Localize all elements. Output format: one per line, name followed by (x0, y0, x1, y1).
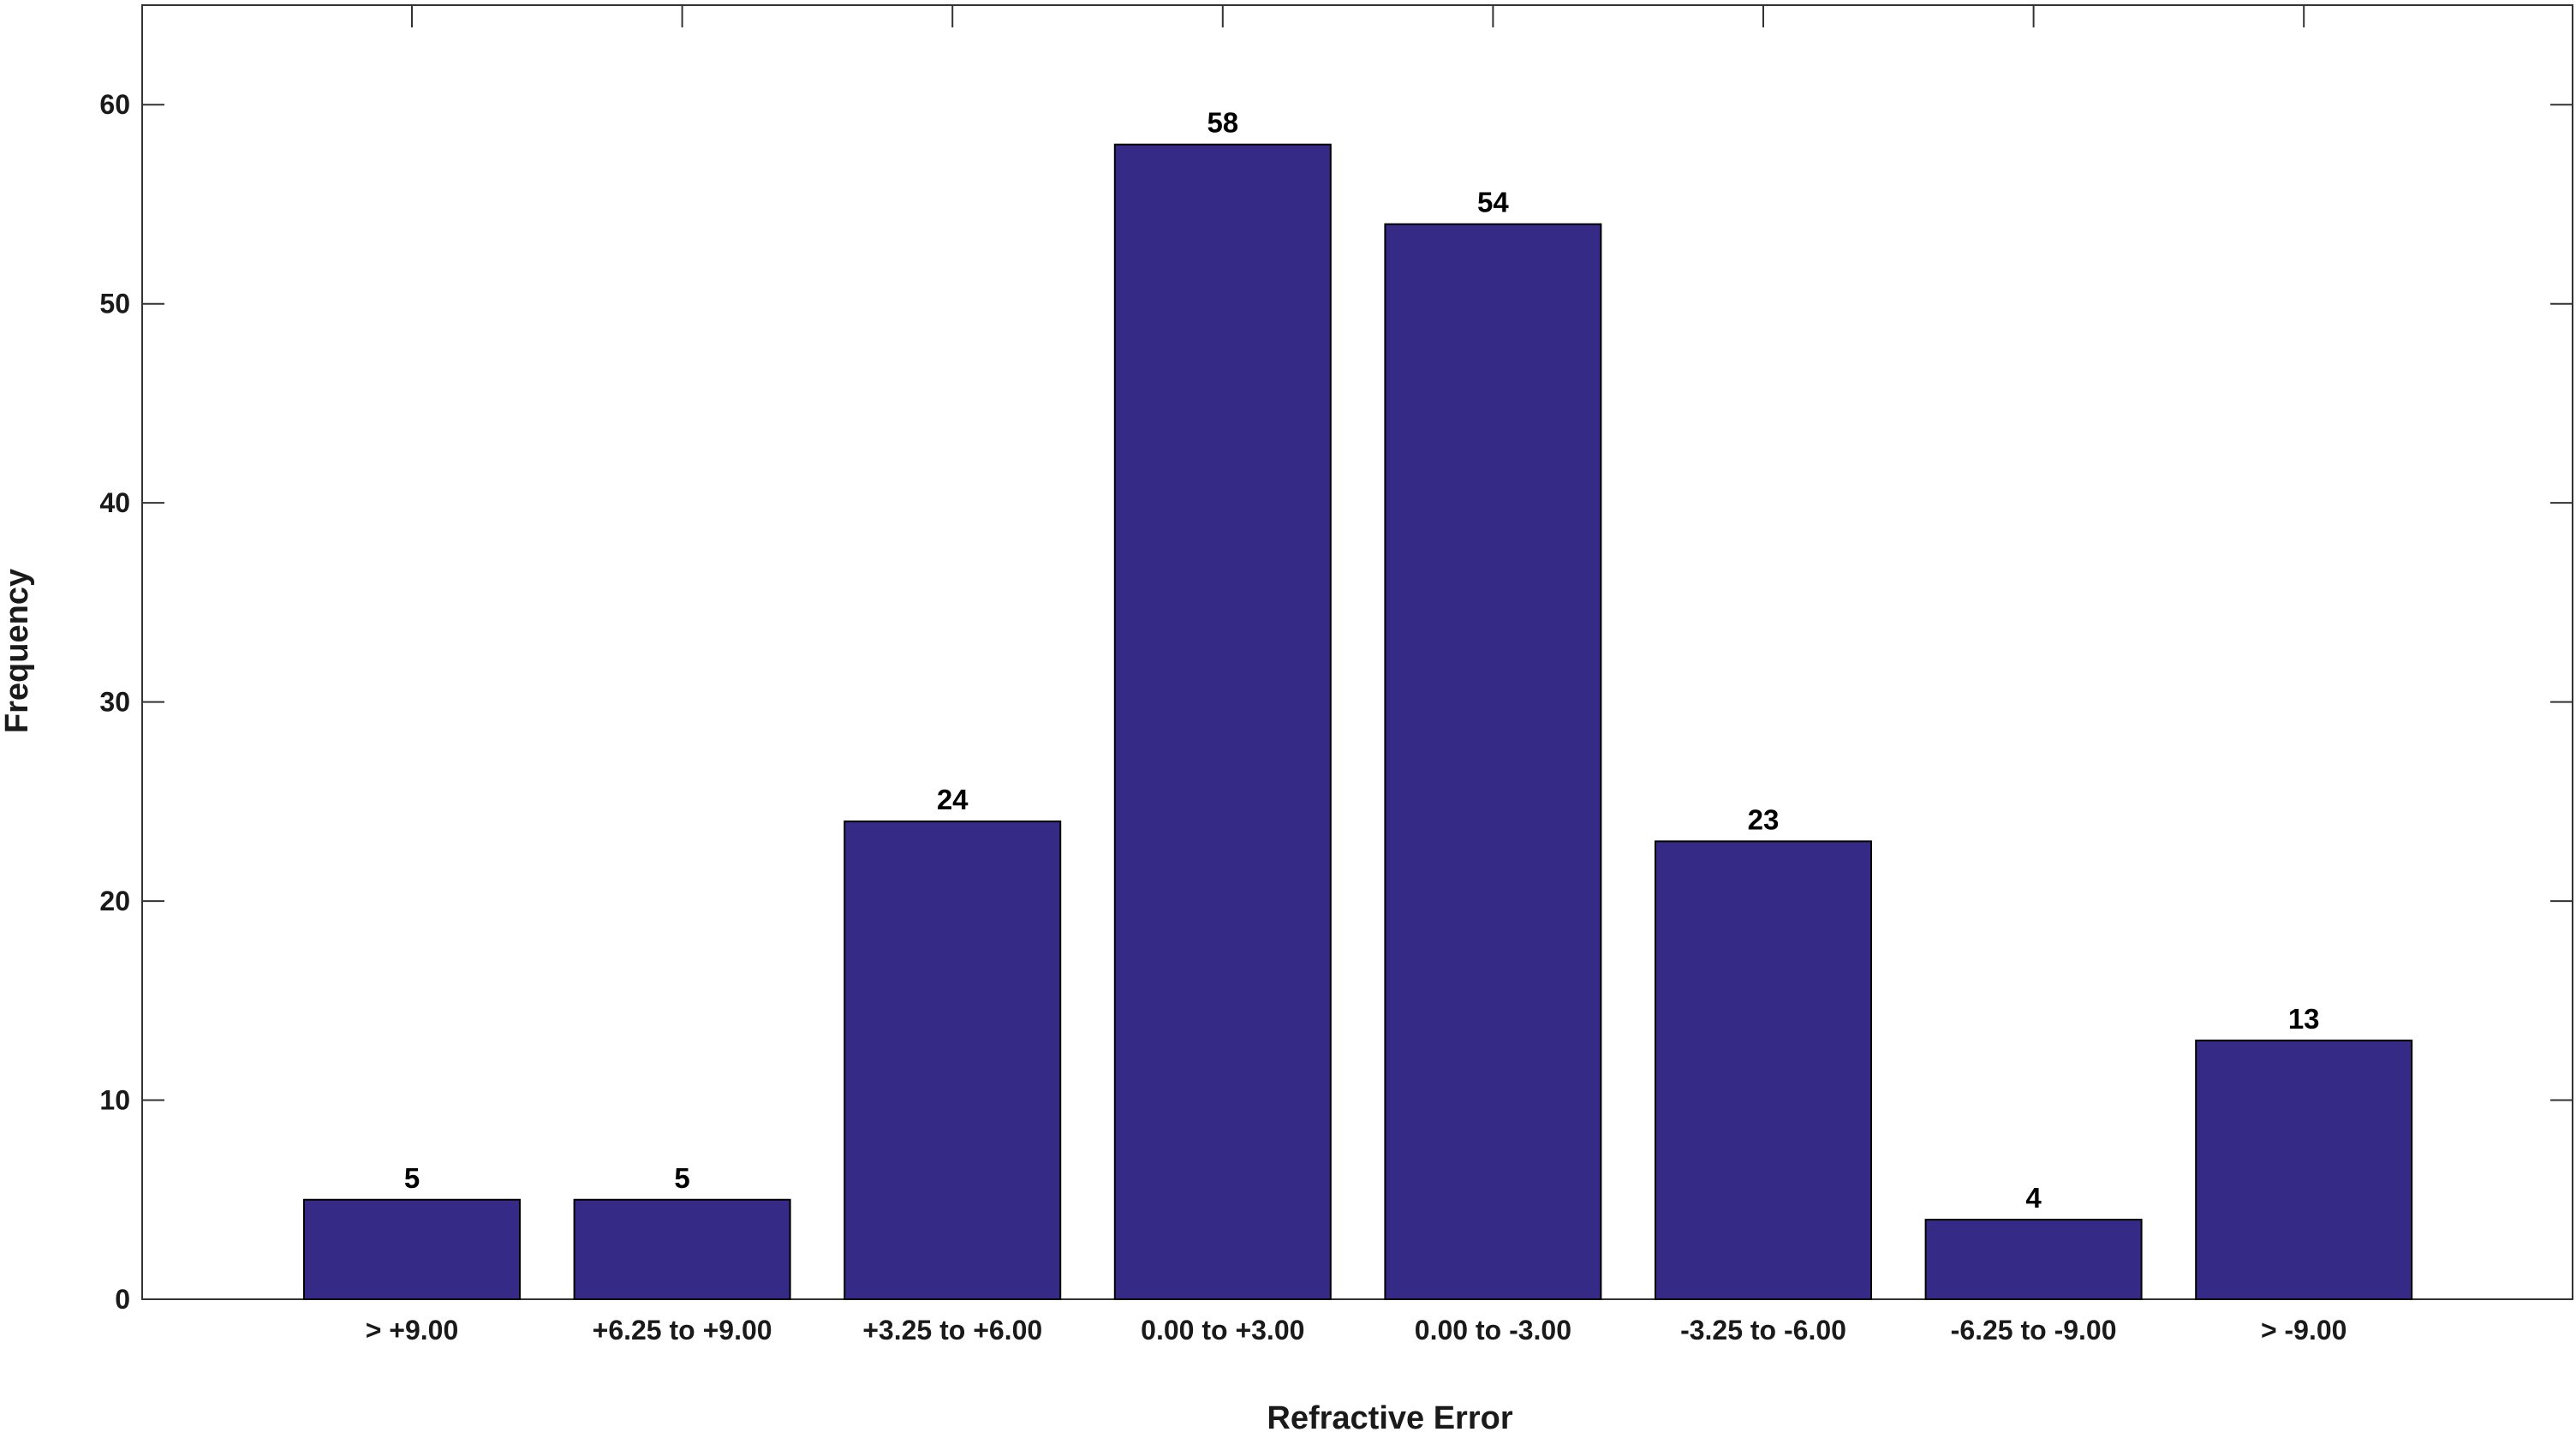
x-tick-label: +3.25 to +6.00 (862, 1315, 1042, 1346)
y-tick-label: 40 (99, 487, 130, 518)
x-tick-label: > -9.00 (2261, 1315, 2347, 1346)
x-tick-label: -3.25 to -6.00 (1680, 1315, 1846, 1346)
bar (2195, 1039, 2413, 1301)
bar-value-label: 5 (674, 1162, 689, 1194)
bar (1655, 840, 1872, 1300)
bar (1113, 143, 1332, 1301)
bar (303, 1198, 521, 1301)
bar-value-label: 58 (1207, 107, 1238, 139)
x-axis-title: Refractive Error (1267, 1400, 1512, 1434)
plot-area (141, 4, 2573, 1300)
x-tick-label: 0.00 to +3.00 (1141, 1315, 1304, 1346)
bar-value-label: 4 (2025, 1182, 2042, 1214)
bar-value-label: 54 (1477, 187, 1509, 218)
y-tick-label: 50 (99, 289, 130, 319)
axis-ticks: 0 10 20 30 40 50 60 > +9.00 +6.25 to +9.00 +3.25 … (99, 5, 2573, 1346)
y-tick-label: 30 (99, 687, 130, 718)
bar-value-label: 23 (1748, 803, 1780, 835)
bar (1924, 1219, 2143, 1300)
x-tick-label: 0.00 to -3.00 (1415, 1315, 1571, 1346)
bar-value-label: 13 (2288, 1003, 2320, 1035)
y-tick-label: 20 (99, 886, 130, 916)
y-tick-label: 60 (99, 89, 130, 120)
x-tick-label: > +9.00 (366, 1315, 459, 1346)
bar-value-label: 24 (937, 784, 969, 815)
y-tick-label: 10 (99, 1085, 130, 1116)
x-tick-label: -6.25 to -9.00 (1951, 1315, 2117, 1346)
y-tick-label: 0 (115, 1284, 130, 1315)
bar (844, 820, 1062, 1300)
x-tick-label: +6.25 to +9.00 (593, 1315, 772, 1346)
bar (573, 1198, 791, 1301)
bars: 5 5 24 58 54 23 4 13 (303, 107, 2413, 1301)
y-axis-title: Frequency (0, 569, 35, 733)
bar-value-label: 5 (404, 1162, 420, 1194)
bar (1384, 223, 1602, 1301)
